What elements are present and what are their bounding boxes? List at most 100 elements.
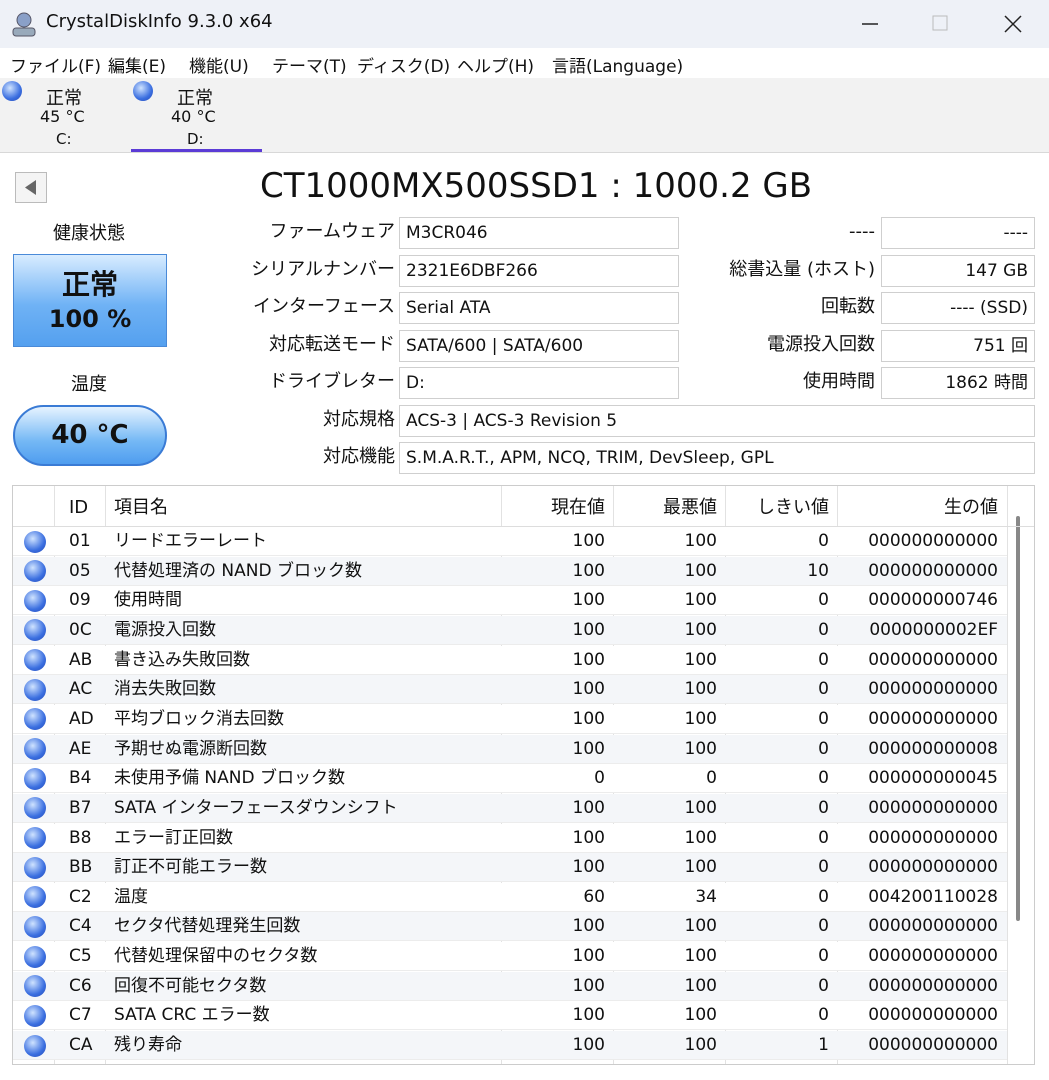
disk-drive: C: (56, 130, 72, 148)
table-cell: 0 (594, 768, 605, 789)
table-cell: 0 (818, 916, 829, 937)
info-label: 対応転送モード (269, 333, 395, 355)
table-cell: 100 (572, 738, 605, 759)
table-cell: AE (69, 738, 92, 759)
table-cell: 000000000000 (868, 649, 998, 670)
table-cell: B8 (69, 827, 92, 848)
info-label: インターフェース (252, 296, 395, 317)
table-cell: 未使用予備 NAND ブロック数 (114, 768, 345, 789)
table-cell: 100 (572, 531, 605, 551)
menu-item[interactable]: ヘルプ(H) (457, 57, 535, 77)
table-cell: 100 (684, 531, 717, 551)
table-cell: AB (69, 649, 93, 670)
disk-status: 正常 (46, 88, 82, 109)
table-cell: リードエラーレート (114, 531, 267, 551)
status-dot (24, 1034, 46, 1057)
menu-item[interactable]: 機能(U) (189, 57, 249, 77)
table-cell: 0 (818, 708, 829, 729)
table-cell: 0 (818, 857, 829, 878)
table-row (13, 853, 1007, 883)
status-dot (2, 81, 22, 101)
table-cell: 000000000000 (868, 797, 998, 818)
info-value: M3CR046 (399, 217, 679, 249)
column-header: 最悪値 (663, 497, 717, 518)
table-cell: 000000000000 (868, 975, 998, 996)
table-cell: 004200110028 (868, 886, 998, 907)
column-header: しきい値 (757, 497, 829, 518)
table-cell: 0C (69, 619, 92, 640)
smart-table: ID 項目名 現在値 最悪値 しきい値 生の値 01 リードエラーレート 100 100 0 0000… (12, 485, 1035, 1065)
table-cell: 0 (818, 590, 829, 611)
table-cell: 100 (684, 827, 717, 848)
scrollbar[interactable] (1016, 516, 1020, 921)
info-label: 対応規格 (323, 408, 395, 430)
info-value: 1862 時間 (881, 367, 1035, 399)
disk-tab[interactable]: 正常 40 °C D: (131, 78, 262, 152)
table-cell: 訂正不可能エラー数 (114, 857, 267, 878)
back-button[interactable] (15, 172, 47, 203)
table-cell: 1 (818, 1035, 829, 1056)
status-dot (24, 856, 46, 879)
table-cell: 0 (818, 679, 829, 700)
table-cell: 100 (572, 560, 605, 581)
info-label: ファームウェア (269, 221, 395, 242)
table-cell: 000000000746 (868, 590, 998, 611)
table-cell: 100 (684, 649, 717, 670)
table-cell: エラー訂正回数 (114, 827, 233, 848)
table-cell: 000000000000 (868, 679, 998, 700)
maximize-button[interactable] (932, 15, 948, 31)
table-cell: CA (69, 1035, 93, 1056)
table-cell: AC (69, 679, 93, 700)
table-cell: B4 (69, 768, 92, 789)
table-cell: 000000000000 (868, 531, 998, 551)
table-cell: 100 (572, 590, 605, 611)
info-label: ドライブレター (269, 371, 395, 392)
table-row (13, 823, 1007, 853)
disk-tab[interactable]: 正常 45 °C C: (0, 78, 131, 152)
table-cell: 000000000000 (868, 708, 998, 729)
table-cell: 100 (684, 857, 717, 878)
menu-item[interactable]: テーマ(T) (272, 57, 347, 77)
table-cell: 平均ブロック消去回数 (114, 708, 284, 729)
status-dot (24, 708, 46, 731)
header-border (13, 526, 1034, 527)
table-cell: 100 (684, 946, 717, 967)
table-cell: 0 (706, 768, 717, 789)
table-cell: 代替処理保留中のセクタ数 (114, 946, 318, 967)
info-label: 電源投入回数 (767, 333, 875, 355)
table-cell: 60 (583, 886, 605, 907)
close-button[interactable] (1004, 15, 1022, 33)
table-cell: 000000000000 (868, 560, 998, 581)
menu-bar: ファイル(F) 編集(E) 機能(U) テーマ(T) ディスク(D) ヘルプ(H) 言語(L… (0, 48, 1049, 78)
table-cell: 000000000000 (868, 857, 998, 878)
table-cell: 0000000002EF (869, 619, 998, 640)
disk-temperature: 40 °C (171, 107, 216, 126)
table-cell: 0 (818, 886, 829, 907)
table-cell: 100 (572, 1035, 605, 1056)
status-dot (24, 560, 46, 583)
info-value: ---- (SSD) (881, 292, 1035, 324)
info-label: 対応機能 (323, 446, 395, 467)
table-cell: 100 (572, 708, 605, 729)
model-title: CT1000MX500SSD1 : 1000.2 GB (260, 166, 813, 206)
info-value: D: (399, 367, 679, 399)
table-cell: 0 (818, 827, 829, 848)
menu-item[interactable]: ディスク(D) (357, 57, 451, 77)
health-status: 正常 (61, 268, 118, 301)
table-cell: 0 (818, 1005, 829, 1026)
status-dot (24, 827, 46, 849)
table-cell: 100 (684, 679, 717, 700)
menu-item[interactable]: 言語(Language) (552, 57, 684, 77)
menu-item[interactable]: 編集(E) (108, 57, 167, 77)
info-label: 使用時間 (803, 371, 875, 392)
table-cell: 0 (818, 619, 829, 640)
table-cell: 100 (572, 619, 605, 640)
status-dot (24, 797, 46, 820)
table-cell: 34 (695, 886, 717, 907)
menu-item[interactable]: ファイル(F) (10, 57, 102, 77)
table-cell: 100 (572, 916, 605, 937)
column-separator (1007, 486, 1008, 1064)
table-cell: 0 (818, 649, 829, 670)
app-icon (12, 12, 36, 37)
